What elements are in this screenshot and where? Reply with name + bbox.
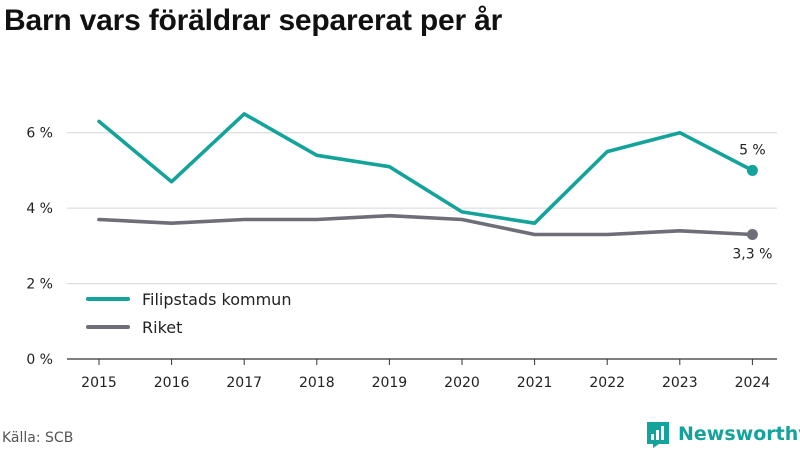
x-tick-label: 2020 bbox=[444, 375, 480, 391]
newsworthy-logo-icon bbox=[647, 422, 669, 448]
series-end-point bbox=[746, 164, 758, 176]
series-line bbox=[97, 213, 755, 237]
x-tick-label: 2022 bbox=[589, 375, 625, 391]
x-tick-label: 2018 bbox=[299, 375, 335, 391]
x-tick-label: 2024 bbox=[735, 375, 771, 391]
x-tick-label: 2017 bbox=[226, 375, 262, 391]
y-tick-label: 4 % bbox=[26, 201, 53, 217]
brand-logo: Newsworthy bbox=[644, 420, 800, 448]
line-chart: 0 % 2 % 4 % 6 % 2015 2016 2017 2018 2019 2020 202… bbox=[26, 112, 777, 391]
x-tick-label: 2023 bbox=[662, 375, 698, 391]
legend-label: Filipstads kommun bbox=[142, 290, 291, 309]
x-tick-label: 2016 bbox=[154, 375, 190, 391]
x-tick-label: 2021 bbox=[517, 375, 553, 391]
series-end-point bbox=[746, 229, 758, 241]
legend: Filipstads kommun Riket bbox=[86, 290, 291, 337]
y-tick-label: 0 % bbox=[26, 352, 53, 368]
x-tick-label: 2015 bbox=[81, 375, 117, 391]
series-end-label: 3,3 % bbox=[732, 247, 772, 263]
series-lines: 3,3 % 5 % bbox=[97, 112, 772, 263]
x-axis-ticks: 2015 2016 2017 2018 2019 2020 2021 2022 2023 2024 bbox=[81, 359, 770, 391]
series-line bbox=[97, 112, 755, 225]
y-axis-ticks: 0 % 2 % 4 % 6 % bbox=[26, 126, 53, 368]
brand-name: Newsworthy bbox=[678, 423, 800, 445]
legend-label: Riket bbox=[142, 318, 182, 337]
chart-title: Barn vars föräldrar separerat per år bbox=[4, 4, 503, 37]
y-tick-label: 6 % bbox=[26, 126, 53, 142]
y-tick-label: 2 % bbox=[26, 277, 53, 293]
series-end-label: 5 % bbox=[739, 142, 766, 158]
gridlines bbox=[67, 132, 777, 360]
x-tick-label: 2019 bbox=[372, 375, 408, 391]
source-note: Källa: SCB bbox=[2, 430, 74, 446]
